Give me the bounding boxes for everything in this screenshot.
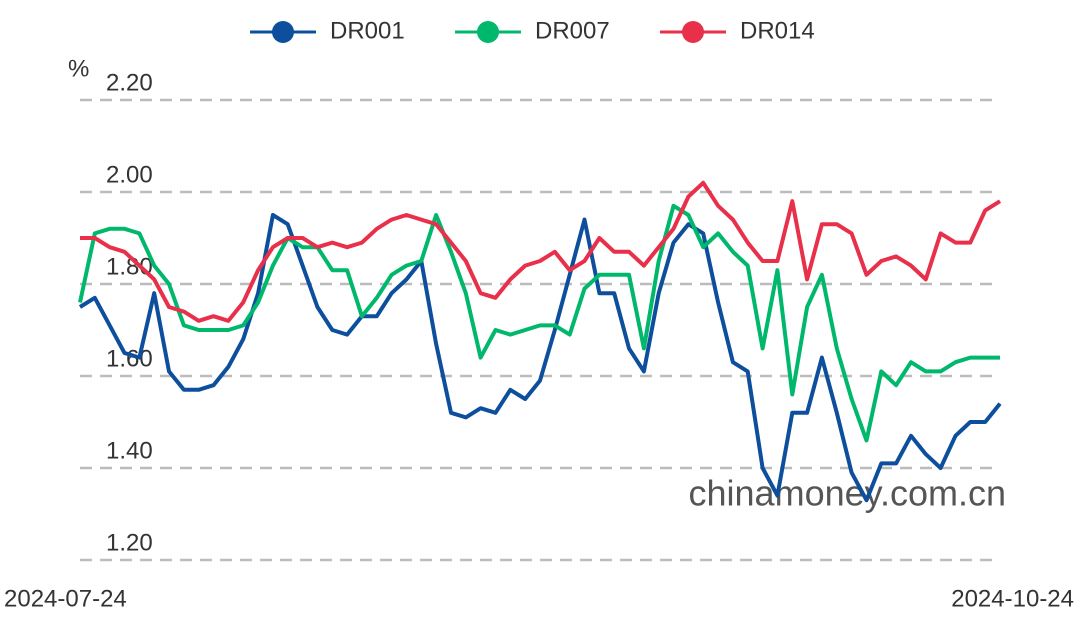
legend-marker — [477, 21, 499, 43]
y-tick-label: 1.40 — [106, 437, 153, 464]
y-axis-label: % — [68, 55, 89, 82]
y-tick-label: 1.60 — [106, 345, 153, 372]
y-tick-label: 2.00 — [106, 161, 153, 188]
legend-marker — [272, 21, 294, 43]
legend-marker — [682, 21, 704, 43]
legend-label: DR001 — [330, 17, 405, 44]
series-line — [80, 180, 1002, 323]
x-tick-label: 2024-07-24 — [4, 585, 127, 612]
legend-label: DR014 — [740, 17, 815, 44]
watermark: chinamoney.com.cn — [689, 473, 1006, 514]
legend-label: DR007 — [535, 17, 610, 44]
y-tick-label: 1.20 — [106, 529, 153, 556]
x-tick-label: 2024-10-24 — [951, 585, 1074, 612]
y-tick-label: 2.20 — [106, 69, 153, 96]
series-line — [78, 203, 1000, 443]
series-line — [78, 213, 1002, 503]
